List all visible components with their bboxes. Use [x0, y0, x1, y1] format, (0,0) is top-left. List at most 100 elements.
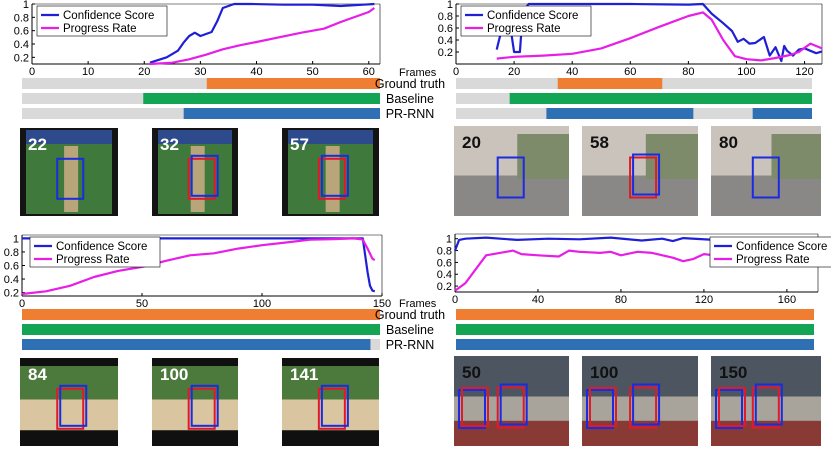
detection-box-blue: [754, 383, 783, 426]
detection-box-blue: [190, 384, 219, 427]
frame-number-label: 80: [719, 133, 738, 152]
frame-number-label: 100: [160, 365, 188, 384]
frame-number-label: 100: [590, 363, 618, 382]
legend-label: Confidence Score: [56, 241, 147, 253]
legend-label: Confidence Score: [487, 10, 578, 22]
chart-panel-basketball: 0.20.40.60.81 0 20 40 60 80 100 120 Confidence S…: [438, 0, 823, 216]
series-line-confidence-score: [149, 2, 375, 64]
detection-box-blue: [320, 384, 349, 427]
video-frame-thumbnail: 32: [152, 128, 238, 216]
y-tick-label: 1: [447, 0, 453, 11]
frame-number-label: 58: [590, 133, 609, 152]
detection-box-blue: [59, 384, 88, 427]
frame-ground: [582, 175, 698, 216]
bar-segment-pr-rnn: [22, 339, 371, 350]
row-label-baseline: Baseline: [386, 92, 434, 106]
frame-infield: [282, 366, 379, 400]
video-frame-thumbnail: 58: [582, 126, 698, 216]
video-frame-thumbnail: 20: [454, 126, 569, 216]
y-tick-label: 0.4: [438, 35, 453, 47]
detection-box-red: [718, 387, 746, 427]
video-frame-thumbnail: 84: [20, 358, 118, 446]
detection-box-blue: [320, 154, 349, 197]
y-tick-label: 0.4: [4, 274, 19, 286]
frame-number-label: 141: [290, 365, 318, 384]
legend-label: Progress Rate: [487, 23, 561, 35]
detection-box-blue: [632, 153, 661, 196]
frame-infield: [20, 366, 118, 400]
frame-ground: [711, 175, 821, 216]
legend-label: Progress Rate: [736, 254, 810, 266]
frame-piste: [454, 396, 569, 421]
bar-segment-baseline: [22, 324, 380, 335]
series-line-progress-rate: [149, 7, 376, 66]
legend-label: Progress Rate: [63, 23, 137, 35]
y-tick-label: 0.8: [437, 246, 452, 258]
series-line-progress-rate: [496, 11, 823, 62]
legend-label: Progress Rate: [56, 254, 130, 266]
y-tick-label: 0.2: [14, 52, 29, 64]
detection-box-red: [629, 386, 658, 429]
bar-segment-ground-truth: [557, 78, 663, 89]
x-tick-label: 0: [29, 66, 35, 78]
y-tick-label: 0.6: [437, 257, 452, 269]
x-tick-label: 0: [452, 294, 458, 306]
bar-segment-ground-truth: [456, 309, 814, 320]
frame-pitch: [64, 146, 79, 212]
legend-box: [29, 236, 161, 268]
frame-stands: [288, 130, 373, 144]
y-tick-label: 0.2: [438, 47, 453, 59]
detection-box-red: [56, 387, 85, 430]
x-tick-label: 50: [307, 66, 319, 78]
x-tick-label: 40: [250, 66, 262, 78]
x-tick-label: 30: [194, 66, 206, 78]
x-tick-label: 80: [615, 294, 627, 306]
x-tick-label: 60: [363, 66, 375, 78]
frame-piste: [582, 396, 698, 421]
y-tick-label: 0.6: [4, 261, 19, 273]
x-tick-label: 40: [566, 66, 578, 78]
video-frame-thumbnail: 141: [282, 358, 379, 446]
detection-box-blue: [496, 156, 525, 199]
y-tick-label: 0.2: [437, 281, 452, 293]
detection-box-red: [589, 387, 617, 427]
detection-box-blue: [715, 389, 743, 429]
legend-box: [36, 5, 168, 37]
row-label-ground-truth: Ground truth: [375, 308, 445, 322]
y-tick-label: 0.6: [438, 23, 453, 35]
detection-box-red: [187, 387, 216, 430]
frame-number-label: 32: [160, 135, 179, 154]
x-tick-label: 50: [136, 298, 148, 310]
frame-piste: [711, 396, 821, 421]
frame-number-label: 22: [28, 135, 47, 154]
frame-stands: [158, 130, 232, 144]
series-line-progress-rate: [21, 237, 376, 296]
x-tick-label: 100: [253, 298, 271, 310]
bar-segment-ground-truth: [22, 309, 380, 320]
bar-segment-ground-truth: [206, 78, 380, 89]
x-tick-label: 60: [624, 66, 636, 78]
frame-number-label: 57: [290, 135, 309, 154]
x-tick-label: 80: [682, 66, 694, 78]
legend-label: Confidence Score: [63, 10, 154, 22]
detection-box-red: [317, 387, 346, 430]
detection-box-red: [629, 156, 658, 199]
x-tick-label: 100: [737, 66, 755, 78]
x-tick-label: 10: [82, 66, 94, 78]
x-tick-label: 40: [532, 294, 544, 306]
video-frame-thumbnail: 57: [282, 128, 379, 216]
legend-label: Confidence Score: [736, 241, 827, 253]
y-tick-label: 0.8: [14, 12, 29, 24]
video-frame-thumbnail: 150: [711, 356, 821, 446]
y-tick-label: 0.2: [4, 288, 19, 300]
frame-infield: [152, 366, 238, 400]
x-tick-label: 160: [778, 294, 796, 306]
detection-box-blue: [56, 157, 85, 200]
bar-track-ground-truth: [22, 78, 380, 89]
frame-number-label: 20: [462, 133, 481, 152]
detection-box-blue: [632, 383, 661, 426]
bar-segment-baseline: [509, 93, 812, 104]
